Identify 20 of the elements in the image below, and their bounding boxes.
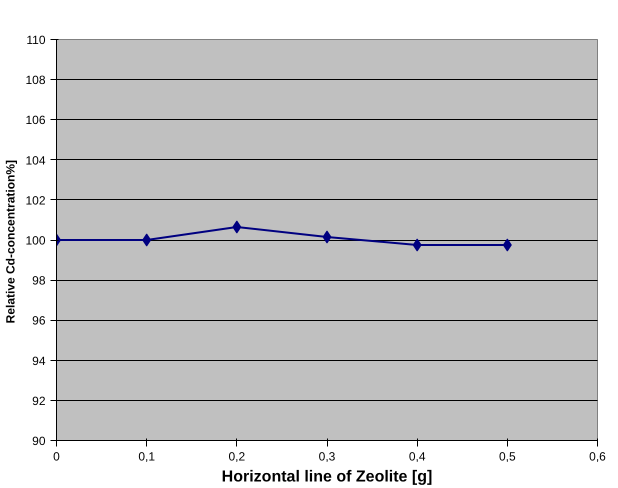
y-tick-label: 98 <box>32 274 46 288</box>
x-tick-label: 0,2 <box>228 450 246 464</box>
y-tick-label: 90 <box>32 434 46 448</box>
x-tick-label: 0 <box>53 450 60 464</box>
x-tick-label: 0,4 <box>408 450 426 464</box>
y-tick-label: 92 <box>32 394 46 408</box>
x-tick-label: 0,6 <box>589 450 606 464</box>
x-axis-title: Horizontal line of Zeolite [g] <box>222 468 432 486</box>
x-tick-label: 0,1 <box>138 450 156 464</box>
x-tick-label: 0,3 <box>318 450 336 464</box>
y-tick-label: 94 <box>32 354 46 368</box>
y-tick-label: 100 <box>25 234 46 248</box>
y-tick-label: 106 <box>25 113 46 128</box>
y-tick-label: 108 <box>25 73 46 88</box>
x-tick-label: 0,5 <box>498 450 516 464</box>
y-tick-label: 110 <box>26 33 46 47</box>
y-tick-label: 96 <box>32 314 46 328</box>
y-tick-label: 104 <box>25 153 46 168</box>
y-axis-title: Relative Cd-concentration%] <box>3 160 18 324</box>
y-tick-label: 102 <box>25 193 46 208</box>
